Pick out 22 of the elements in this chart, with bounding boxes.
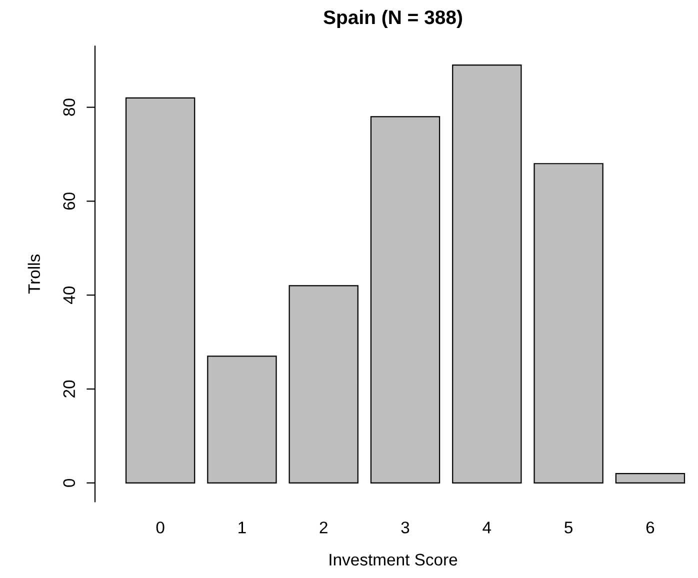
y-tick-label: 40 bbox=[63, 286, 76, 304]
bar bbox=[370, 116, 440, 484]
x-tick-label: 6 bbox=[646, 522, 654, 534]
bar bbox=[288, 285, 358, 484]
y-tick-label: 20 bbox=[63, 380, 76, 398]
bar bbox=[207, 356, 277, 484]
y-tick-label: 60 bbox=[63, 192, 76, 210]
chart-title: Spain (N = 388) bbox=[324, 10, 462, 28]
x-tick-label: 1 bbox=[238, 522, 246, 534]
x-tick-label: 0 bbox=[156, 522, 164, 534]
y-tick-label: 80 bbox=[63, 98, 76, 116]
x-tick-label: 3 bbox=[401, 522, 410, 534]
bar bbox=[615, 472, 686, 484]
x-axis-title: Investment Score bbox=[330, 554, 458, 566]
bar bbox=[125, 97, 196, 484]
x-tick-label: 2 bbox=[320, 522, 328, 534]
y-axis-title: Trolls bbox=[28, 254, 40, 294]
x-tick-label: 4 bbox=[482, 522, 492, 534]
x-tick-label: 5 bbox=[564, 522, 572, 534]
bar bbox=[452, 64, 522, 484]
bar bbox=[534, 163, 604, 484]
y-tick-label: 0 bbox=[63, 478, 76, 487]
